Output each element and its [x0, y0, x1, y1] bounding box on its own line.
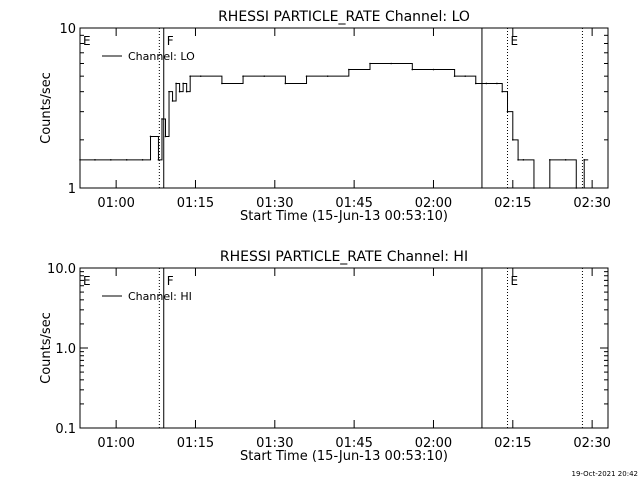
data-point — [110, 159, 112, 161]
x-tick-label: 01:30 — [256, 196, 293, 211]
data-point — [464, 75, 467, 77]
data-point — [485, 82, 488, 85]
y-axis-label: Counts/sec — [39, 72, 54, 144]
data-point — [157, 159, 160, 161]
data-point — [178, 90, 181, 93]
data-point — [242, 75, 244, 77]
data-point — [161, 118, 163, 120]
data-point — [189, 75, 191, 77]
x-tick-label: 02:30 — [573, 196, 610, 211]
data-point — [564, 159, 567, 161]
data-point — [533, 187, 535, 189]
y-tick-label: 1 — [68, 182, 76, 197]
data-point — [171, 100, 174, 102]
data-point — [125, 159, 128, 161]
data-point — [221, 82, 223, 85]
x-axis-label: Start Time (15-Jun-13 00:53:10) — [240, 449, 448, 464]
x-tick-label: 02:15 — [494, 196, 531, 211]
chart-title: RHESSI PARTICLE_RATE Channel: HI — [220, 249, 468, 265]
data-point — [501, 90, 504, 93]
data-point — [474, 82, 477, 85]
annotation-label: E — [511, 274, 519, 288]
annotation-label: E — [83, 34, 91, 48]
data-point — [432, 68, 435, 71]
data-point — [305, 75, 308, 77]
annotation-label: E — [511, 34, 519, 48]
data-point — [185, 90, 188, 93]
data-point — [506, 110, 509, 113]
data-point — [453, 75, 456, 77]
data-point — [263, 75, 266, 77]
x-tick-label: 01:15 — [177, 436, 214, 451]
data-point — [348, 68, 350, 71]
data-point — [583, 159, 586, 161]
annotation-label: F — [167, 274, 174, 288]
y-tick-label: 10.0 — [47, 262, 76, 277]
data-point — [517, 159, 519, 161]
data-point — [94, 159, 96, 161]
y-tick-label: 1.0 — [55, 342, 76, 357]
x-tick-label: 02:15 — [494, 436, 531, 451]
series-line — [80, 62, 589, 189]
hi-channel-panel: RHESSI PARTICLE_RATE Channel: HI Start Ti… — [39, 249, 611, 464]
x-tick-label: 01:45 — [335, 436, 372, 451]
y-tick-label: 0.1 — [55, 422, 76, 437]
y-tick-label: 10 — [59, 22, 76, 37]
x-tick-label: 01:15 — [177, 196, 214, 211]
x-axis-label: Start Time (15-Jun-13 00:53:10) — [240, 209, 448, 224]
data-point — [141, 159, 144, 161]
data-point — [369, 62, 371, 65]
data-point — [390, 62, 392, 65]
data-point — [522, 159, 525, 161]
y-axis-label: Counts/sec — [39, 312, 54, 384]
legend-label: Channel: HI — [128, 290, 192, 303]
data-point — [326, 75, 329, 77]
x-tick-label: 02:30 — [573, 436, 610, 451]
plot-timestamp: 19-Oct-2021 20:42 — [572, 470, 638, 478]
x-tick-label: 01:30 — [256, 436, 293, 451]
x-tick-label: 01:45 — [335, 196, 372, 211]
x-tick-label: 02:00 — [415, 196, 452, 211]
chart-title: RHESSI PARTICLE_RATE Channel: LO — [218, 9, 470, 25]
data-point — [149, 135, 152, 138]
plot-frame — [79, 27, 609, 189]
data-point — [182, 82, 184, 85]
data-point — [411, 68, 414, 71]
data-point — [175, 82, 177, 85]
data-point — [199, 75, 202, 77]
x-tick-label: 01:00 — [97, 196, 134, 211]
legend-label: Channel: LO — [128, 50, 195, 63]
data-point — [164, 135, 167, 138]
lo-channel-panel: RHESSI PARTICLE_RATE Channel: LO Start Ti… — [39, 9, 611, 224]
x-tick-label: 01:00 — [97, 436, 134, 451]
data-point — [512, 139, 514, 141]
data-point — [79, 159, 81, 161]
data-point — [168, 90, 170, 93]
annotation-label: F — [167, 34, 174, 48]
data-point — [575, 187, 578, 189]
data-point — [549, 159, 551, 161]
data-point — [496, 82, 498, 85]
annotation-label: E — [83, 274, 91, 288]
data-point — [284, 82, 287, 85]
x-tick-label: 02:00 — [415, 436, 452, 451]
